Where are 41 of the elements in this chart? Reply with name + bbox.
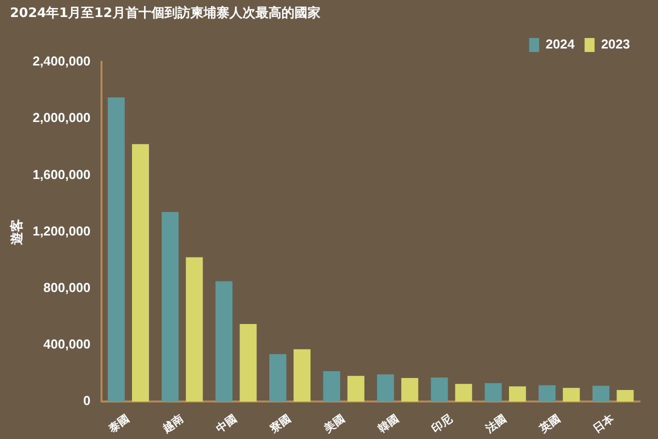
bar: [508, 386, 526, 402]
x-tick-label: 美國: [320, 412, 348, 436]
bar: [484, 383, 502, 402]
y-tick-label: 0: [83, 393, 90, 408]
legend-label: 2024: [546, 36, 576, 52]
bar: [347, 376, 364, 402]
bar: [162, 212, 179, 402]
bar: [377, 374, 394, 402]
bar: [132, 144, 149, 402]
y-tick-label: 800,000: [43, 280, 90, 295]
x-tick-label: 越南: [159, 412, 186, 436]
bar: [108, 97, 125, 402]
y-tick-label: 1,200,000: [32, 223, 90, 238]
bar: [562, 388, 580, 402]
y-tick-label: 400,000: [43, 336, 90, 352]
x-tick-label: 法國: [482, 412, 509, 436]
y-axis-title: 遊客: [9, 218, 26, 245]
legend-label: 2023: [601, 36, 630, 52]
bar: [323, 371, 340, 402]
chart-title: 2024年1月至12月首十個到訪柬埔寨人次最高的國家: [10, 4, 320, 22]
bar: [269, 354, 286, 402]
x-tick-label: 寮國: [266, 412, 294, 436]
bar: [401, 378, 418, 402]
x-tick-label: 印尼: [429, 412, 455, 436]
bar: [294, 349, 311, 402]
bar: [455, 384, 472, 402]
y-tick-label: 2,400,000: [32, 54, 90, 69]
bar: [538, 385, 556, 402]
x-tick-label: 韓國: [376, 412, 402, 436]
bar: [592, 386, 610, 402]
bar: [616, 390, 634, 402]
y-tick-label: 2,000,000: [32, 110, 90, 126]
bar: [215, 281, 232, 402]
bar: [186, 257, 203, 402]
x-tick-label: 泰國: [105, 412, 132, 436]
x-tick-label: 英國: [536, 412, 563, 436]
bar: [240, 324, 257, 402]
bar: [430, 378, 448, 402]
y-tick-label: 1,600,000: [32, 166, 90, 182]
x-tick-label: 日本: [590, 412, 618, 436]
x-tick-label: 中國: [214, 412, 240, 436]
